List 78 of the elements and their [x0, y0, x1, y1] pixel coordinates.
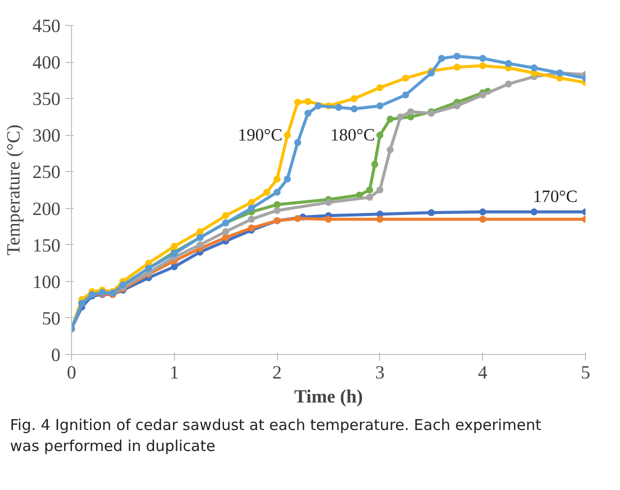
- point: [294, 138, 302, 146]
- x-tick-label: 4: [478, 362, 488, 384]
- point: [274, 206, 281, 214]
- y-tick-label: 450: [32, 16, 60, 37]
- point: [454, 64, 460, 71]
- y-tick-label: 150: [32, 235, 60, 256]
- point: [504, 80, 512, 88]
- point: [376, 102, 384, 110]
- point: [294, 98, 302, 106]
- point: [325, 216, 332, 223]
- point: [438, 54, 446, 62]
- point: [386, 116, 394, 123]
- y-axis-title: Temperature (°C): [4, 124, 25, 256]
- point: [304, 98, 312, 106]
- x-axis-title: Time (h): [294, 386, 363, 408]
- point: [294, 215, 302, 222]
- point: [396, 113, 404, 120]
- point: [248, 204, 255, 212]
- point: [428, 209, 435, 216]
- point: [402, 74, 410, 82]
- y-tick-label: 250: [32, 162, 60, 184]
- point: [350, 105, 358, 112]
- point: [479, 54, 486, 62]
- point: [274, 176, 281, 183]
- point: [222, 228, 230, 236]
- point: [284, 176, 291, 183]
- x-tick-label: 3: [375, 362, 385, 384]
- point: [325, 198, 332, 206]
- point: [196, 241, 204, 248]
- y-tick-label: 50: [42, 308, 60, 330]
- point: [248, 216, 255, 223]
- point: [454, 102, 460, 110]
- point: [196, 228, 204, 236]
- x-tick-label: 2: [272, 362, 282, 384]
- point: [222, 234, 230, 242]
- series-label: 180°C: [330, 126, 375, 145]
- x-tick-label: 0: [66, 362, 76, 384]
- point: [386, 146, 394, 154]
- point: [371, 160, 378, 168]
- point: [350, 95, 358, 102]
- y-tick-label: 200: [32, 198, 60, 220]
- point: [402, 91, 410, 98]
- point: [504, 60, 512, 68]
- y-tick-label: 0: [51, 345, 60, 366]
- point: [314, 102, 322, 110]
- point: [376, 84, 384, 92]
- point: [222, 212, 230, 220]
- point: [248, 198, 255, 206]
- point: [366, 186, 374, 194]
- point: [376, 132, 384, 139]
- point: [274, 201, 281, 208]
- point: [170, 242, 178, 250]
- point: [479, 62, 486, 70]
- point: [407, 108, 414, 116]
- point: [530, 64, 538, 72]
- y-tick-label: 400: [32, 52, 60, 74]
- point: [479, 208, 486, 216]
- point: [530, 208, 538, 216]
- point: [479, 216, 486, 223]
- y-tick-label: 350: [32, 89, 60, 110]
- point: [376, 186, 384, 194]
- point: [263, 188, 270, 196]
- point: [376, 216, 384, 223]
- point: [454, 52, 460, 60]
- point: [274, 188, 281, 196]
- series-label: 170°C: [533, 186, 578, 206]
- caption: Fig. 4 Ignition of cedar sawdust at each temperature. Each experiment was performed in duplicate: [10, 415, 542, 458]
- point: [304, 110, 312, 117]
- point: [170, 263, 178, 270]
- x-tick-label: 5: [580, 362, 590, 384]
- point: [428, 70, 435, 77]
- point: [284, 132, 291, 139]
- y-tick-label: 100: [32, 272, 60, 293]
- y-tick-label: 300: [32, 126, 60, 147]
- x-tick-label: 1: [170, 362, 179, 384]
- point: [366, 194, 374, 201]
- series-label: 190°C: [238, 126, 282, 145]
- point: [335, 104, 342, 111]
